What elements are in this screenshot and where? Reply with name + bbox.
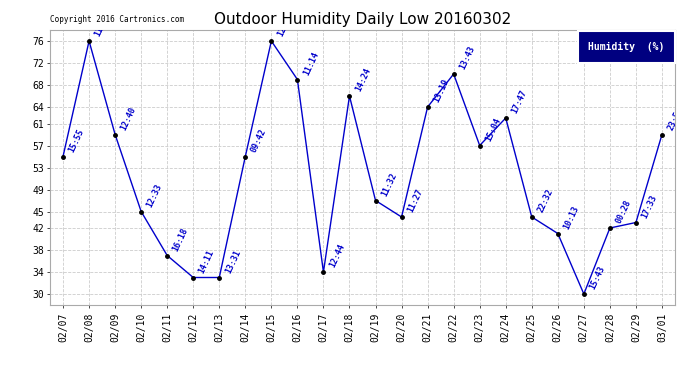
Text: 10:13: 10:13 xyxy=(562,204,581,231)
Text: Copyright 2016 Cartronics.com: Copyright 2016 Cartronics.com xyxy=(50,15,184,24)
Text: 15:55: 15:55 xyxy=(67,127,86,154)
Text: 12:33: 12:33 xyxy=(146,182,164,209)
Text: 17:33: 17:33 xyxy=(640,193,659,220)
Text: 15:04: 15:04 xyxy=(484,116,502,143)
Title: Outdoor Humidity Daily Low 20160302: Outdoor Humidity Daily Low 20160302 xyxy=(214,12,511,27)
Text: 12:44: 12:44 xyxy=(328,243,346,269)
Text: 13:31: 13:31 xyxy=(224,248,242,275)
Text: 22:32: 22:32 xyxy=(536,188,555,214)
Text: 16:18: 16:18 xyxy=(171,226,190,253)
Text: 12:37: 12:37 xyxy=(275,12,294,38)
Text: 12:40: 12:40 xyxy=(119,105,138,132)
Text: 13:19: 13:19 xyxy=(432,78,451,104)
Text: 14:11: 14:11 xyxy=(197,248,216,275)
Text: 14:24: 14:24 xyxy=(354,67,373,93)
Text: 23:54: 23:54 xyxy=(666,105,685,132)
Text: 09:42: 09:42 xyxy=(250,127,268,154)
Text: 11:27: 11:27 xyxy=(406,188,424,214)
Text: 11:32: 11:32 xyxy=(380,171,398,198)
Text: 11:14: 11:14 xyxy=(302,50,320,77)
Text: 17:47: 17:47 xyxy=(510,89,529,115)
Text: 11:25: 11:25 xyxy=(93,12,112,38)
Text: 15:43: 15:43 xyxy=(588,265,607,291)
FancyBboxPatch shape xyxy=(578,32,675,63)
Text: Humidity  (%): Humidity (%) xyxy=(589,42,664,52)
Text: 00:28: 00:28 xyxy=(614,199,633,225)
Text: 13:43: 13:43 xyxy=(457,45,477,71)
